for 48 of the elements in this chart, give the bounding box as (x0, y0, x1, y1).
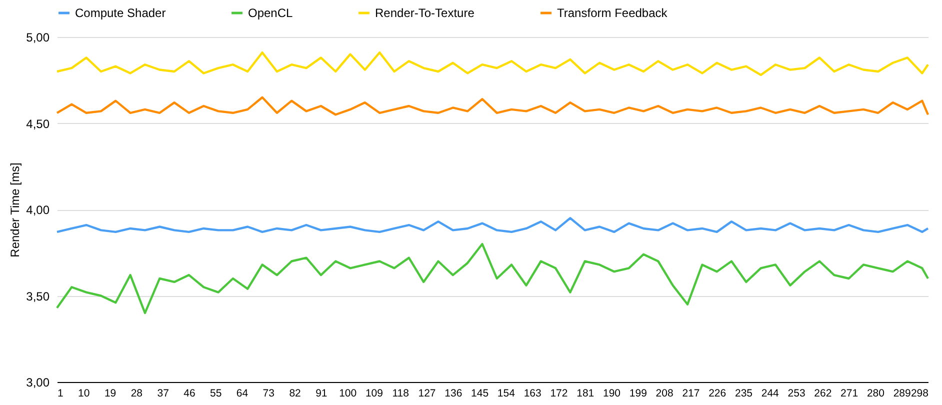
y-tick-label: 4,50 (26, 116, 50, 131)
legend-label: OpenCL (248, 6, 294, 20)
x-tick-label: 118 (392, 388, 410, 400)
x-tick-label: 73 (262, 388, 275, 400)
x-tick-label: 82 (289, 388, 302, 400)
x-tick-label: 163 (524, 388, 542, 400)
x-tick-label: 217 (682, 388, 700, 400)
y-tick-label: 3,50 (26, 289, 50, 304)
x-tick-label: 280 (866, 388, 885, 400)
x-tick-label: 1 (58, 388, 64, 400)
x-tick-label: 235 (734, 388, 753, 400)
legend-label: Compute Shader (75, 6, 166, 20)
line-series (56, 217, 930, 234)
x-tick-label: 289 (893, 388, 912, 400)
x-tick-label: 172 (550, 388, 568, 400)
line-series (56, 51, 930, 76)
x-tick-label: 145 (471, 388, 489, 400)
y-tick-label: 5,00 (26, 30, 50, 44)
y-axis-title: Render Time [ms] (8, 162, 22, 258)
x-tick-label: 37 (157, 388, 170, 400)
x-tick-label: 190 (603, 388, 621, 400)
x-tick-label: 28 (130, 388, 143, 400)
x-tick-label: 199 (629, 388, 648, 400)
x-tick-label: 127 (418, 388, 436, 400)
x-tick-label: 154 (497, 388, 516, 400)
x-tick-label: 46 (184, 388, 196, 400)
x-tick-label: 208 (656, 388, 674, 400)
legend-label: Transform Feedback (557, 6, 668, 20)
x-tick-label: 55 (210, 388, 222, 400)
x-tick-label: 136 (444, 388, 462, 400)
legend-label: Render-To-Texture (375, 6, 475, 20)
x-tick-label: 91 (316, 388, 328, 400)
x-tick-label: 244 (761, 388, 780, 400)
y-tick-label: 3,00 (26, 376, 50, 390)
x-tick-label: 253 (788, 388, 806, 400)
x-tick-label: 19 (104, 388, 116, 400)
line-series (56, 242, 930, 314)
x-tick-label: 226 (708, 388, 726, 400)
line-series (56, 96, 930, 116)
x-tick-label: 64 (236, 388, 248, 400)
x-tick-label: 271 (840, 388, 858, 400)
x-tick-label: 10 (78, 388, 90, 400)
x-tick-label: 262 (814, 388, 832, 400)
x-tick-label: 100 (339, 388, 357, 400)
x-tick-label: 109 (365, 388, 384, 400)
x-tick-label: 181 (576, 388, 594, 400)
y-tick-label: 4,00 (26, 203, 50, 217)
x-tick-label: 298 (910, 388, 929, 400)
